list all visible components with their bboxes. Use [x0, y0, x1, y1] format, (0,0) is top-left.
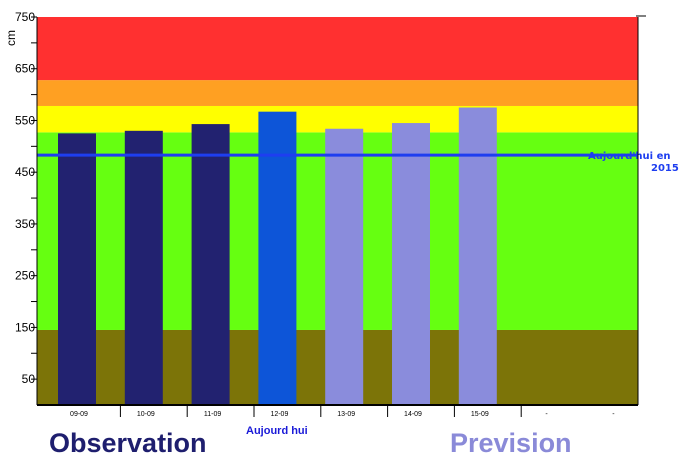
y-tick-label-50: 50 [22, 372, 36, 386]
band-2 [37, 105, 638, 133]
band-3 [37, 80, 638, 106]
y-axis-label: cm [4, 30, 18, 46]
y-tick-label-150: 150 [15, 320, 35, 334]
bar-15-09 [458, 107, 497, 406]
bar-12-09 [258, 111, 297, 405]
reference-line-year: 2015 [651, 163, 679, 174]
prevision-legend-label: Prevision [450, 428, 572, 458]
y-tick-label-350: 350 [15, 217, 35, 231]
bar-09-09 [58, 133, 96, 405]
band-4 [37, 17, 638, 81]
x-tick-label-8: - [612, 411, 615, 418]
x-tick-label-1: 10-09 [137, 411, 155, 418]
observation-legend-label: Observation [49, 428, 207, 458]
x-tick-label-3: 12-09 [270, 411, 288, 418]
x-tick-label-0: 09-09 [70, 411, 88, 418]
bar-14-09 [392, 123, 430, 405]
today-marker-label: Aujourd hui [246, 425, 308, 437]
y-tick-label-750: 750 [15, 10, 35, 24]
bar-10-09 [124, 130, 163, 405]
x-tick-label-5: 14-09 [404, 411, 422, 418]
bar-13-09 [325, 128, 364, 405]
y-tick-label-250: 250 [15, 269, 35, 283]
y-tick-label-550: 550 [15, 113, 35, 127]
y-tick-label-450: 450 [15, 165, 35, 179]
y-tick-label-650: 650 [15, 62, 35, 76]
x-tick-label-7: - [545, 411, 548, 418]
bar-11-09 [191, 124, 230, 405]
x-tick-label-4: 13-09 [337, 411, 355, 418]
reference-line-label: Aujourd'hui en [588, 151, 670, 162]
x-tick-label-2: 11-09 [204, 411, 221, 418]
x-tick-label-6: 15-09 [471, 411, 489, 418]
